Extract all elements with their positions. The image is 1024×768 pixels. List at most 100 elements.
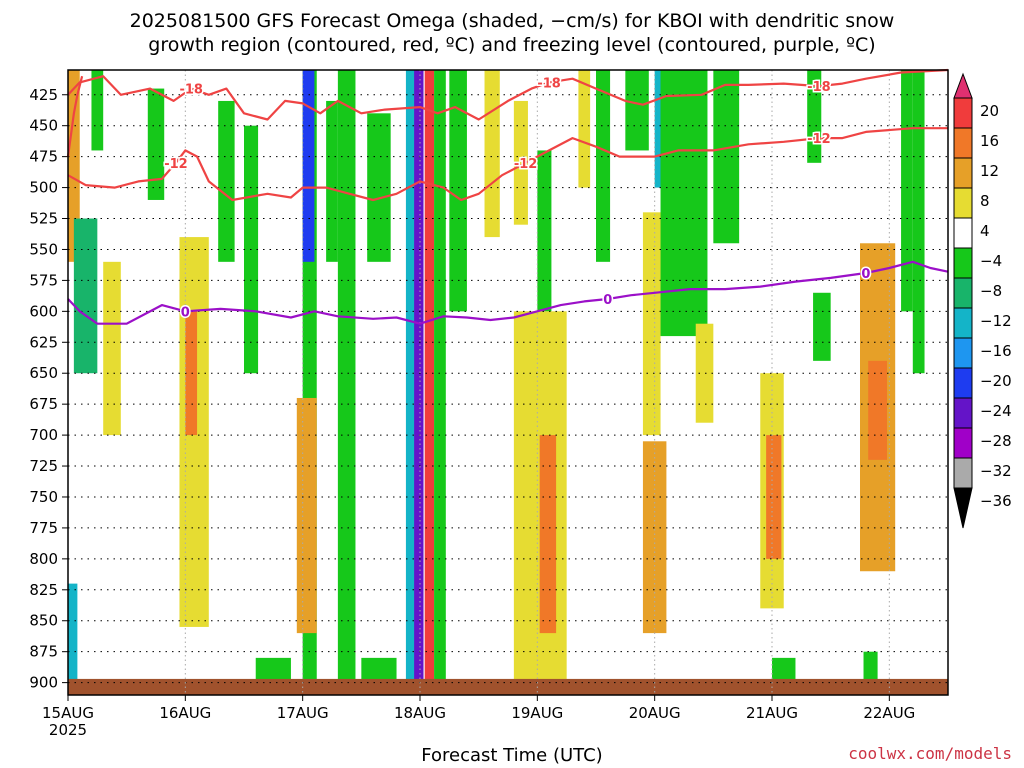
y-tick-label: 775 bbox=[29, 519, 58, 537]
colorbar-segment bbox=[953, 427, 973, 459]
contour-label: -12 bbox=[164, 157, 188, 172]
colorbar-label: 4 bbox=[980, 222, 990, 240]
omega-shade bbox=[91, 70, 104, 151]
y-tick-label: 550 bbox=[29, 240, 58, 258]
colorbar-segment bbox=[953, 127, 973, 159]
colorbar-segment bbox=[953, 457, 973, 489]
colorbar-segment bbox=[953, 247, 973, 279]
colorbar-label: −4 bbox=[980, 252, 1002, 270]
omega-shade bbox=[73, 218, 98, 374]
omega-shade bbox=[68, 70, 80, 262]
omega-shade bbox=[660, 70, 708, 337]
omega-shade bbox=[766, 435, 782, 559]
colorbar-label: −32 bbox=[980, 462, 1012, 480]
y-tick-label: 625 bbox=[29, 333, 58, 351]
site-credit[interactable]: coolwx.com/models bbox=[848, 744, 1012, 763]
y-tick-label: 850 bbox=[29, 612, 58, 630]
omega-shade bbox=[642, 441, 667, 634]
omega-shade bbox=[367, 113, 391, 262]
omega-shade bbox=[484, 70, 500, 238]
colorbar-label: −8 bbox=[980, 282, 1002, 300]
omega-shade bbox=[337, 70, 356, 683]
y-tick-label: 675 bbox=[29, 395, 58, 413]
y-tick-label: 725 bbox=[29, 457, 58, 475]
x-tick-label: 20AUG bbox=[629, 704, 681, 722]
x-tick-label: 15AUG bbox=[42, 704, 94, 722]
plot-border bbox=[67, 69, 949, 696]
y-tick-label: 475 bbox=[29, 148, 58, 166]
colorbar-segment bbox=[953, 97, 973, 129]
omega-shade bbox=[296, 397, 317, 634]
contour-label: 0 bbox=[861, 267, 870, 282]
contour-label: 0 bbox=[603, 293, 612, 308]
omega-shade bbox=[695, 323, 714, 423]
omega-shade bbox=[103, 261, 121, 436]
omega-shade bbox=[326, 100, 338, 262]
omega-shade bbox=[147, 88, 165, 200]
colorbar-label: −16 bbox=[980, 342, 1012, 360]
colorbar-label: −24 bbox=[980, 402, 1012, 420]
y-tick-label: 825 bbox=[29, 581, 58, 599]
plot-area bbox=[68, 70, 948, 695]
omega-shade bbox=[901, 70, 913, 312]
y-tick-label: 800 bbox=[29, 550, 58, 568]
colorbar-label: 8 bbox=[980, 192, 990, 210]
omega-shade bbox=[912, 70, 925, 374]
omega-shade bbox=[868, 360, 887, 460]
colorbar-label: 12 bbox=[980, 162, 999, 180]
omega-shade bbox=[537, 150, 552, 312]
colorbar-segment bbox=[953, 157, 973, 189]
y-tick-label: 525 bbox=[29, 210, 58, 228]
contour-label: -12 bbox=[514, 157, 538, 172]
omega-shade bbox=[539, 435, 557, 634]
omega-shade bbox=[625, 70, 649, 151]
omega-shade bbox=[596, 70, 611, 262]
colorbar-label: −28 bbox=[980, 432, 1012, 450]
contour-label: -18 bbox=[537, 76, 561, 91]
y-tick-label: 600 bbox=[29, 302, 58, 320]
y-tick-label: 750 bbox=[29, 488, 58, 506]
terrain-band bbox=[68, 678, 948, 695]
omega-shade bbox=[68, 583, 78, 689]
colorbar-label: 20 bbox=[980, 102, 999, 120]
omega-shade bbox=[449, 70, 467, 312]
x-tick-year: 2025 bbox=[49, 721, 87, 739]
omega-shade bbox=[414, 70, 424, 683]
contour-label: -18 bbox=[807, 80, 831, 95]
omega-shade bbox=[302, 70, 315, 262]
x-tick-label: 22AUG bbox=[863, 704, 915, 722]
colorbar-top-arrow bbox=[953, 72, 973, 99]
x-tick-label: 18AUG bbox=[394, 704, 446, 722]
omega-shade bbox=[642, 212, 661, 436]
omega-shade bbox=[185, 311, 198, 436]
colorbar-segment bbox=[953, 307, 973, 339]
x-axis-label: Forecast Time (UTC) bbox=[421, 745, 603, 766]
freezing-level-contour bbox=[67, 260, 949, 325]
y-tick-label: 900 bbox=[29, 674, 58, 692]
x-tick-label: 16AUG bbox=[159, 704, 211, 722]
omega-shade bbox=[713, 70, 740, 244]
contour-label: -12 bbox=[807, 132, 831, 147]
y-tick-label: 425 bbox=[29, 86, 58, 104]
y-tick-label: 650 bbox=[29, 364, 58, 382]
colorbar-segment bbox=[953, 367, 973, 399]
omega-shade bbox=[218, 100, 235, 262]
y-tick-label: 700 bbox=[29, 426, 58, 444]
y-tick-label: 500 bbox=[29, 179, 58, 197]
dgz-contour bbox=[66, 75, 84, 157]
y-tick-label: 575 bbox=[29, 271, 58, 289]
y-tick-label: 875 bbox=[29, 643, 58, 661]
contour-label: 0 bbox=[181, 305, 190, 320]
dgz-contour bbox=[67, 68, 949, 121]
omega-shade bbox=[434, 70, 446, 683]
colorbar-segment bbox=[953, 187, 973, 219]
dgz-contour bbox=[67, 127, 948, 202]
x-tick-label: 21AUG bbox=[746, 704, 798, 722]
omega-shade bbox=[513, 100, 528, 225]
omega-shade bbox=[578, 70, 591, 188]
colorbar-segment bbox=[953, 217, 973, 249]
omega-shade bbox=[813, 292, 831, 361]
chart-title-line-1: 2025081500 GFS Forecast Omega (shaded, −… bbox=[129, 10, 895, 32]
colorbar-segment bbox=[953, 337, 973, 369]
